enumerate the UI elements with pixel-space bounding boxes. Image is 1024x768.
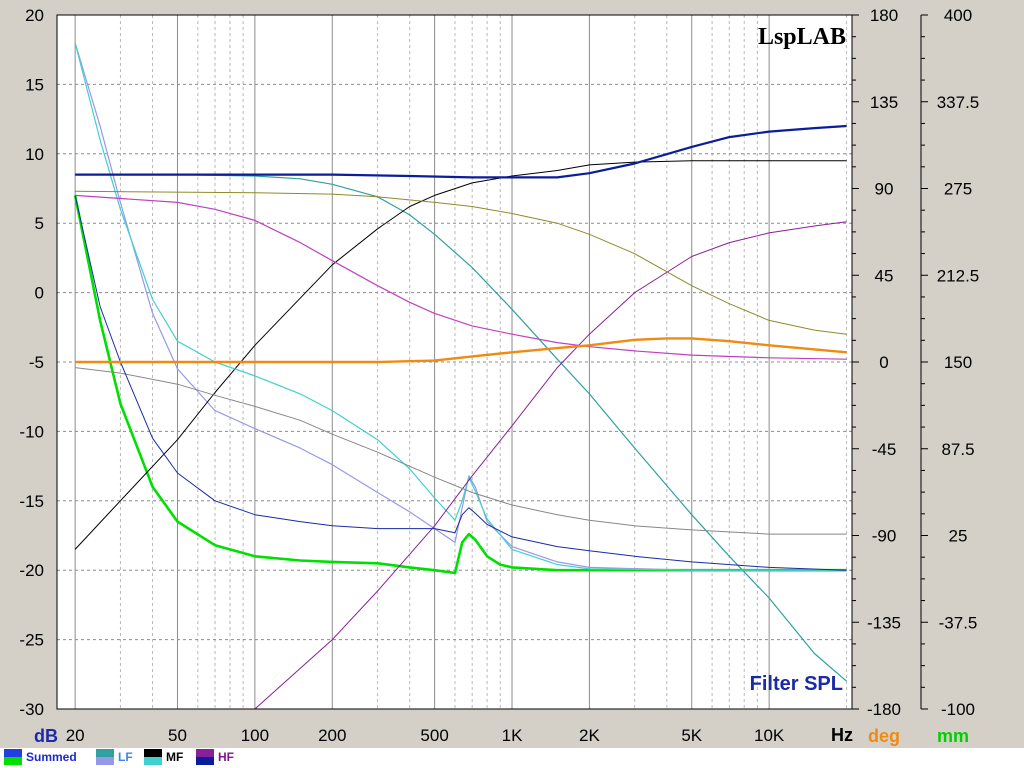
phase-axis-tick-label: 45: [875, 266, 894, 285]
series-line-curve: [75, 190, 847, 335]
phase-axis-tick-label: 0: [879, 353, 888, 372]
y-left-tick-label: 0: [35, 284, 44, 303]
series-line-curve: [75, 194, 847, 360]
series-line-hf: [75, 124, 847, 179]
phase-unit: deg: [868, 726, 900, 746]
x-tick-label: 500: [420, 726, 448, 745]
y-left-tick-label: -30: [19, 700, 44, 719]
legend-swatch: [144, 749, 162, 765]
legend-swatch: [96, 749, 114, 765]
brand-logo-text: LspLAB: [758, 24, 846, 50]
phase-axis-tick-label: -180: [867, 700, 901, 719]
y-left-tick-label: -5: [29, 353, 44, 372]
y-left-tick-label: -20: [19, 561, 44, 580]
delay-unit: mm: [937, 726, 969, 746]
x-tick-label: 20: [66, 726, 85, 745]
legend-label: Summed: [26, 750, 77, 764]
y-left-tick-labels: 20 15 10 5 0 -5 -10 -15 -20 -25 -30: [19, 6, 44, 719]
delay-axis-tick-label: 212.5: [937, 266, 980, 285]
phase-axis-tick-label: 135: [870, 93, 898, 112]
minor-gridlines: [119, 15, 848, 709]
x-tick-labels: 20 50 100 200 500 1K 2K 5K 10K: [66, 726, 785, 745]
phase-axis-tick-label: -90: [872, 527, 897, 546]
y-left-tick-label: 5: [35, 214, 44, 233]
series-line-lf: [75, 174, 847, 682]
y-left-tick-label: 10: [25, 145, 44, 164]
chart-title: Filter SPL: [750, 673, 843, 695]
series-line-curve: [75, 367, 847, 535]
series-line-lf: [74, 42, 847, 571]
x-tick-label: 5K: [681, 726, 702, 745]
x-unit: Hz: [831, 725, 853, 745]
delay-axis-tick-label: -100: [941, 700, 975, 719]
x-tick-label: 2K: [579, 726, 600, 745]
legend: Summed LF MF HF: [0, 748, 1024, 768]
series-line-curve: [75, 337, 847, 364]
series-layer: [73, 42, 847, 709]
phase-axis-tick-label: 180: [870, 6, 898, 25]
delay-axis-tick-label: -37.5: [939, 613, 978, 632]
series-line-hf: [254, 221, 847, 709]
delay-axis-tick-label: 275: [944, 180, 972, 199]
series-line-summed: [73, 195, 847, 575]
x-tick-label: 200: [318, 726, 346, 745]
phase-axis: 180 135 90 45 0 -45 -90 -135 -180: [851, 6, 901, 719]
x-tick-label: 1K: [502, 726, 523, 745]
delay-axis-tick-label: 337.5: [937, 93, 980, 112]
delay-axis-tick-label: 400: [944, 6, 972, 25]
y-left-tick-label: -10: [19, 422, 44, 441]
delay-axis-tick-label: 150: [944, 353, 972, 372]
y-left-tick-label: -15: [19, 492, 44, 511]
delay-axis-tick-label: 87.5: [941, 440, 974, 459]
x-tick-label: 100: [241, 726, 269, 745]
y-left-tick-label: 20: [25, 6, 44, 25]
legend-label: HF: [218, 750, 234, 764]
legend-label: LF: [118, 750, 133, 764]
y-left-tick-label: -25: [19, 631, 44, 650]
series-line-curve: [74, 195, 847, 571]
y-left-tick-label: 15: [25, 75, 44, 94]
x-tick-label: 50: [168, 726, 187, 745]
legend-swatch: [196, 749, 214, 765]
legend-swatch: [4, 749, 22, 765]
delay-axis-tick-label: 25: [949, 527, 968, 546]
series-line-mf: [74, 42, 847, 571]
phase-axis-tick-label: -135: [867, 613, 901, 632]
legend-label: MF: [166, 750, 184, 764]
x-tick-label: 10K: [754, 726, 785, 745]
y-left-unit: dB: [34, 726, 58, 746]
phase-axis-tick-label: -45: [872, 440, 897, 459]
delay-axis: 400 337.5 275 212.5 150 87.5 25 -37.5 -100: [920, 6, 980, 719]
phase-axis-tick-label: 90: [875, 180, 894, 199]
